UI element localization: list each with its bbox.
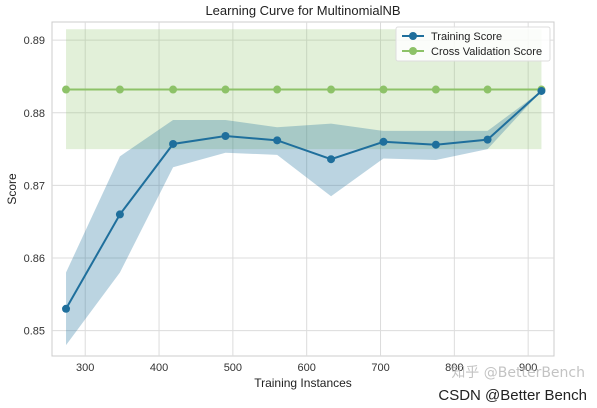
x-tick-label: 800 <box>445 362 463 374</box>
x-tick-labels: 300 400 500 600 700 800 900 <box>76 362 537 374</box>
cv-score-point <box>431 85 440 94</box>
training-score-point <box>62 304 71 313</box>
training-score-point <box>537 86 546 95</box>
series-points <box>62 85 546 313</box>
x-tick-label: 500 <box>224 362 242 374</box>
training-score-point <box>221 131 230 140</box>
legend-box <box>395 26 551 62</box>
y-tick-label: 0.89 <box>24 35 45 47</box>
legend-training-marker <box>409 32 417 40</box>
x-tick-label: 700 <box>371 362 389 374</box>
cv-score-point <box>273 85 282 94</box>
y-tick-label: 0.86 <box>24 253 45 265</box>
x-tick-label: 600 <box>298 362 316 374</box>
x-tick-label: 400 <box>150 362 168 374</box>
legend-cv-marker <box>409 47 417 55</box>
grid-lines <box>52 22 554 356</box>
training-score-point <box>483 135 492 144</box>
cv-score-point <box>169 85 178 94</box>
legend: Training Score Cross Validation Score <box>395 26 551 62</box>
training-score-point <box>115 210 124 219</box>
chart-title: Learning Curve for MultinomialNB <box>205 3 400 18</box>
training-score-point <box>273 136 282 145</box>
training-score-point <box>327 155 336 164</box>
training-score-point <box>169 139 178 148</box>
cv-score-point <box>62 85 71 94</box>
y-tick-label: 0.88 <box>24 108 45 120</box>
y-tick-labels: 0.85 0.86 0.87 0.88 0.89 <box>24 35 45 337</box>
cv-score-point <box>327 85 336 94</box>
legend-cv-label: Cross Validation Score <box>431 46 542 58</box>
y-tick-label: 0.87 <box>24 180 45 192</box>
training-score-band <box>66 90 542 346</box>
x-tick-label: 900 <box>519 362 537 374</box>
x-axis-label: Training Instances <box>254 376 352 390</box>
x-tick-label: 300 <box>76 362 94 374</box>
plot-area <box>51 21 555 357</box>
y-axis-label: Score <box>5 173 19 205</box>
cv-score-point <box>221 85 230 94</box>
legend-training-label: Training Score <box>431 31 502 43</box>
series-lines <box>65 88 543 310</box>
cv-score-point <box>115 85 124 94</box>
y-tick-label: 0.85 <box>24 326 45 338</box>
cv-score-point <box>483 85 492 94</box>
training-score-line <box>65 90 543 310</box>
watermark-csdn: CSDN @Better Bench <box>438 387 587 404</box>
cv-score-point <box>379 85 388 94</box>
watermark-zhihu: 知乎 @BetterBench <box>451 365 585 381</box>
training-score-point <box>379 137 388 146</box>
training-score-point <box>431 140 440 149</box>
